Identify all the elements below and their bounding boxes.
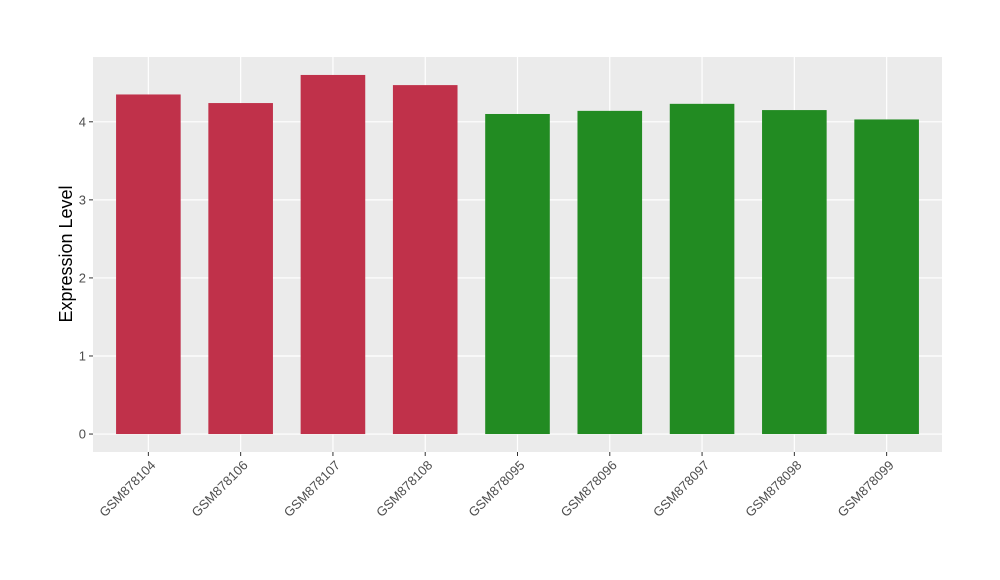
x-tick-label: GSM878097 [650, 458, 712, 520]
bar [854, 119, 919, 435]
y-tick-label: 0 [79, 427, 86, 442]
bar [392, 85, 458, 435]
x-tick-label: GSM878098 [742, 458, 804, 520]
bar [762, 110, 827, 435]
bar [577, 110, 643, 435]
bar [300, 74, 366, 435]
bar [208, 103, 273, 435]
x-tick-label: GSM878095 [465, 458, 527, 520]
bar [669, 103, 735, 435]
x-tick-label: GSM878096 [558, 458, 620, 520]
y-tick-label: 3 [79, 192, 86, 207]
x-tick-label: GSM878108 [373, 458, 435, 520]
y-tick-label: 4 [79, 114, 86, 129]
bar [116, 94, 181, 435]
x-tick-label: GSM878106 [189, 458, 251, 520]
x-tick-label: GSM878099 [835, 458, 897, 520]
y-tick-label: 2 [79, 270, 86, 285]
x-tick-label: GSM878104 [96, 458, 158, 520]
y-tick-label: 1 [79, 348, 86, 363]
bar [485, 113, 550, 435]
x-tick-label: GSM878107 [281, 458, 343, 520]
y-axis-title: Expression Level [56, 185, 76, 322]
